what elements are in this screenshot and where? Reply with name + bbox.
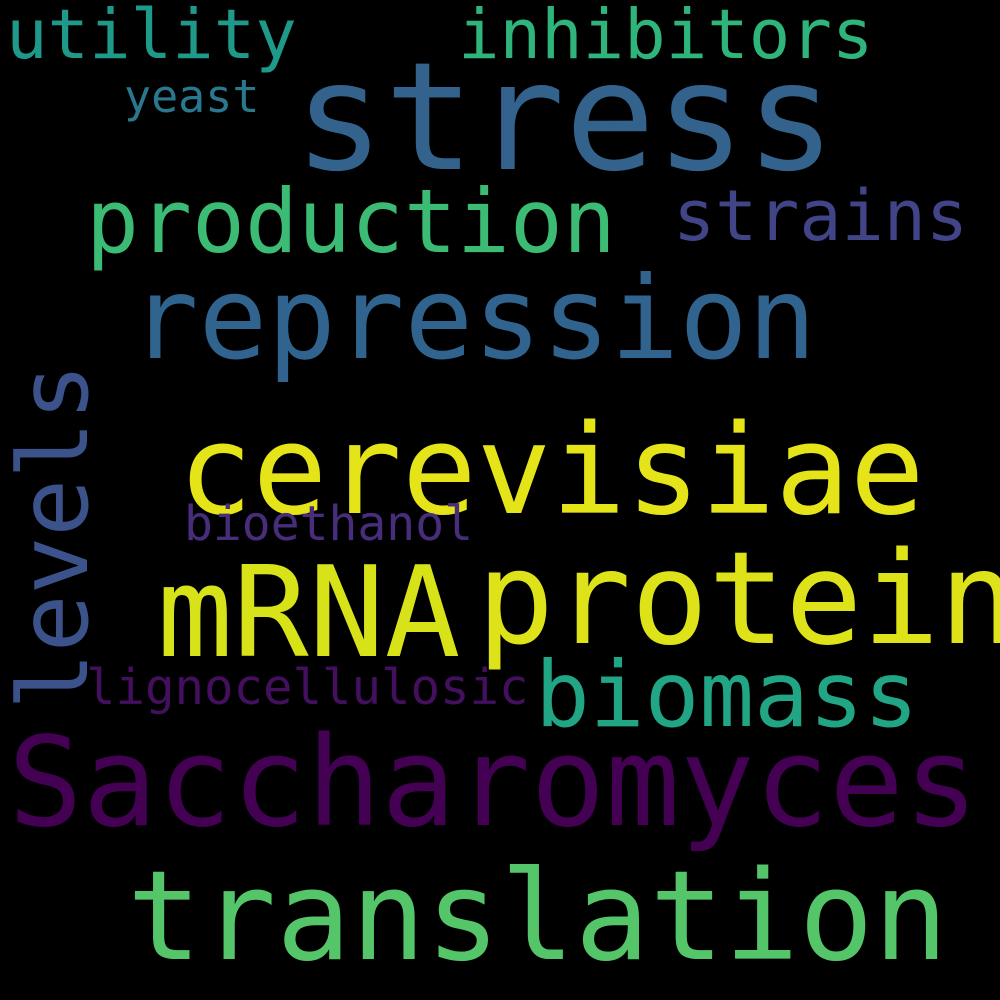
word-Saccharomyces: Saccharomyces	[8, 711, 979, 855]
word-protein: protein	[477, 525, 1000, 674]
word-levels: levels	[0, 363, 110, 710]
word-stress: stress	[294, 31, 836, 205]
word-cerevisiae: cerevisiae	[178, 399, 925, 543]
word-production: production	[86, 170, 616, 273]
word-bioethanol: bioethanol	[184, 496, 473, 552]
word-translation: translation	[127, 845, 949, 989]
word-lignocellulosic: lignocellulosic	[86, 659, 529, 716]
word-mRNA: mRNA	[157, 539, 461, 686]
word-strains: strains	[673, 175, 969, 257]
word-utility: utility	[6, 0, 297, 75]
word-yeast: yeast	[124, 70, 260, 123]
word-inhibitors: inhibitors	[458, 0, 874, 75]
word-repression: repression	[130, 252, 817, 385]
word-biomass: biomass	[535, 643, 919, 748]
